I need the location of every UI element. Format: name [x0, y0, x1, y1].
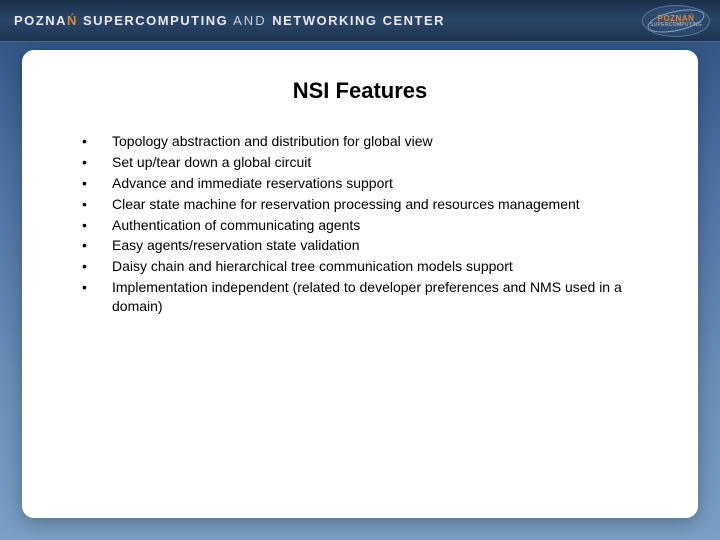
list-item: Implementation independent (related to d… — [82, 278, 658, 316]
org-title: POZNAŃ SUPERCOMPUTING AND NETWORKING CEN… — [14, 13, 445, 28]
list-item: Advance and immediate reservations suppo… — [82, 174, 658, 193]
bullet-list: Topology abstraction and distribution fo… — [62, 132, 658, 316]
org-part3: NETWORKING CENTER — [272, 13, 445, 28]
list-item: Set up/tear down a global circuit — [82, 153, 658, 172]
org-part1: POZNA — [14, 13, 67, 28]
org-and: AND — [228, 13, 272, 28]
header-bar: POZNAŃ SUPERCOMPUTING AND NETWORKING CEN… — [0, 0, 720, 42]
list-item: Authentication of communicating agents — [82, 216, 658, 235]
org-part2: SUPERCOMPUTING — [78, 13, 228, 28]
list-item: Daisy chain and hierarchical tree commun… — [82, 257, 658, 276]
list-item: Easy agents/reservation state validation — [82, 236, 658, 255]
list-item: Topology abstraction and distribution fo… — [82, 132, 658, 151]
org-accent: Ń — [67, 13, 78, 28]
logo-badge: POZNAŃ SUPERCOMPUTING — [642, 5, 710, 37]
slide-card: NSI Features Topology abstraction and di… — [22, 50, 698, 518]
list-item: Clear state machine for reservation proc… — [82, 195, 658, 214]
logo-line2: SUPERCOMPUTING — [650, 22, 702, 28]
slide-title: NSI Features — [62, 78, 658, 104]
